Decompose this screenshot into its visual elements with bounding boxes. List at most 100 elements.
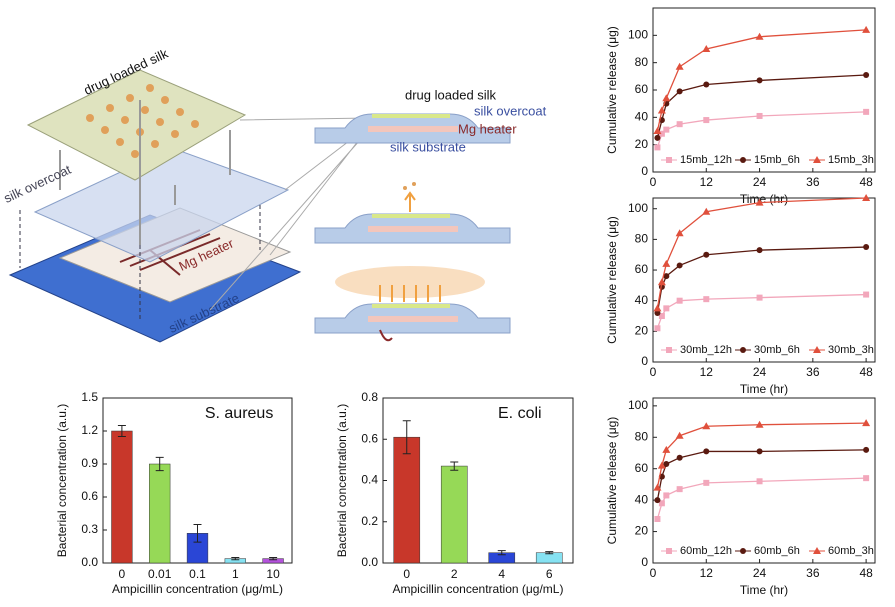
marker [658,313,665,320]
x-tick-label: 36 [806,566,820,580]
marker [675,431,684,439]
x-tick-label: 24 [753,175,767,189]
marker [658,130,665,137]
marker [740,157,746,163]
x-tick-label: 1 [232,567,239,581]
cross-section [314,266,511,342]
marker [862,419,871,427]
chart-title: S. aureus [205,405,273,422]
connector [209,117,371,311]
label: silk overcoat [474,103,547,118]
legend-label: 15mb_3h [828,154,874,166]
y-tick-label: 100 [628,201,648,215]
y-axis-label: Cumulative release (μg) [605,26,619,154]
y-tick-label: 40 [635,293,649,307]
error-bar [193,524,202,543]
marker [862,194,871,201]
marker [653,304,662,312]
marker [654,325,661,332]
y-tick-label: 40 [635,492,649,506]
marker [657,106,666,114]
error-bar [545,551,554,555]
marker [663,273,670,280]
marker [863,71,870,78]
y-tick-label: 0.0 [361,555,378,569]
marker [863,244,870,251]
y-tick-label: 40 [635,110,649,124]
y-tick-label: 60 [635,461,649,475]
x-tick-label: 0 [650,175,657,189]
marker [755,32,764,40]
error-bar [269,557,278,561]
error-bar [497,550,506,556]
marker [863,475,870,482]
assembly-arrow [59,100,231,245]
marker [663,492,670,499]
x-tick-label: 12 [700,175,714,189]
marker [756,448,763,455]
y-tick-label: 0.8 [361,390,378,404]
legend-label: 30mb_3h [828,344,874,356]
y-tick-label: 0.9 [81,456,98,470]
marker [676,262,683,269]
x-tick-label: 36 [806,175,820,189]
y-tick-label: 60 [635,82,649,96]
x-tick-label: 6 [546,567,553,581]
exploded-diagram: drug loaded silk silk overcoat Mg heater… [1,46,371,343]
y-tick-label: 20 [635,137,649,151]
marker [703,117,710,124]
y-axis-label: Bacterial concentration (a.u.) [335,404,349,557]
x-tick-label: 0 [403,567,410,581]
y-tick-label: 0.6 [361,431,378,445]
x-tick-label: 0 [650,566,657,580]
y-tick-label: 1.2 [81,423,98,437]
y-tick-label: 0.6 [81,489,98,503]
legend-label: 60mb_12h [680,545,732,557]
marker [756,247,763,254]
bar [149,463,171,564]
marker [662,445,671,453]
marker [662,94,671,102]
y-tick-label: 0.3 [81,522,98,536]
series-line [656,246,867,314]
y-tick-label: 0 [641,354,648,368]
error-bar [155,456,164,472]
marker [703,251,710,258]
marker [740,347,746,353]
x-axis-label: Time (hr) [740,192,788,206]
marker [663,461,670,467]
plot-frame [382,397,574,564]
marker [666,157,672,163]
x-tick-label: 12 [700,365,714,379]
marker [653,127,662,134]
x-tick-label: 10 [266,567,280,581]
plot-frame [652,197,876,363]
marker [675,229,684,237]
x-tick-label: 36 [806,365,820,379]
x-axis-label: Ampicillin concentration (μg/mL) [112,582,283,596]
marker [702,422,711,430]
marker [702,207,711,215]
x-tick-label: 2 [451,567,458,581]
x-tick-label: 0.1 [189,567,206,581]
marker [654,309,661,316]
y-axis-label: Cumulative release (μg) [605,417,619,545]
marker [654,516,661,522]
marker [863,108,870,115]
marker [657,278,666,286]
label: silk substrate [390,139,466,154]
marker [756,294,763,301]
marker [756,478,763,485]
x-tick-label: 0 [119,567,126,581]
legend-label: 60mb_3h [828,545,874,557]
y-tick-label: 20 [635,524,649,538]
y-tick-label: 0.4 [361,473,378,487]
marker [676,297,683,304]
marker [740,548,746,554]
legend-label: 15mb_6h [754,154,800,166]
y-axis-label: Cumulative release (μg) [605,216,619,344]
y-tick-label: 80 [635,429,649,443]
y-tick-label: 0.0 [81,555,98,569]
y-tick-label: 100 [628,28,648,42]
marker [662,259,671,267]
